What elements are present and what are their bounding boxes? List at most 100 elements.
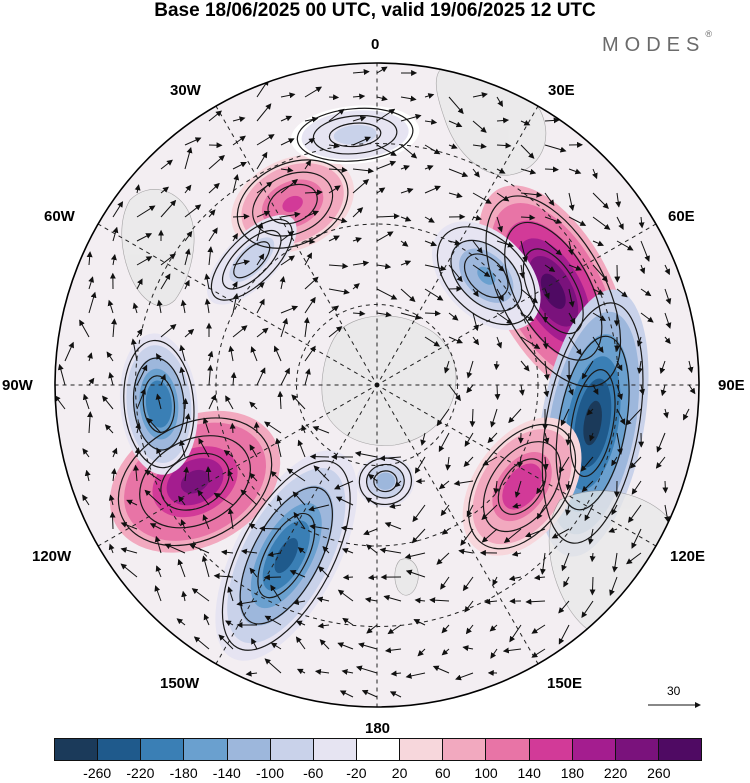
lon-label-30w: 30W [170,82,201,99]
wind-vector [376,108,396,122]
wind-vector [136,233,153,242]
wind-vector [232,325,248,338]
wind-vector [297,439,306,458]
wind-vector [520,288,539,304]
wind-vector [180,299,187,314]
wind-vector [481,504,498,521]
wind-vector [313,465,330,482]
wind-vector [207,246,214,266]
wind-vector [184,230,193,242]
wind-vector [208,394,217,410]
wind-vector [328,288,350,295]
wind-vector [335,496,354,506]
wind-vector [503,528,522,543]
wind-vector [132,302,139,314]
wind-vector [232,213,250,220]
wind-vector [662,480,669,494]
wind-vector [160,273,171,290]
wind-vector [663,408,669,419]
wind-vector [466,504,474,518]
wind-vector [376,288,398,300]
wind-vector [340,525,354,532]
wind-vector [111,318,118,338]
wind-vector [189,543,210,554]
wind-vector [472,92,488,99]
wind-vector [609,576,618,596]
wind-vector [130,338,138,362]
contour-line [541,302,644,544]
wind-vector [472,143,487,150]
wind-vector [664,264,670,276]
wind-vector [256,253,265,266]
wind-vector [184,413,191,434]
wind-vector [232,162,247,170]
wind-vector [352,260,370,267]
contour-line [210,218,293,301]
wind-vector [424,216,435,223]
wind-vector [249,401,258,410]
brand-logo: MODES® [602,29,712,57]
wind-vector [293,511,306,530]
colorbar-tick-label: 60 [435,765,451,781]
wind-vector [232,135,246,146]
wind-vector [400,216,412,222]
lon-label-180: 180 [365,720,391,737]
wind-vector [536,504,546,520]
anomaly-fill [380,476,391,486]
wind-vector [376,311,392,318]
wind-vector [543,360,550,381]
brand-mark: ® [705,29,712,40]
wind-vector [383,594,402,602]
wind-vector [611,504,618,516]
wind-vector [304,86,323,98]
wind-vector [445,456,452,471]
wind-vector [544,192,555,206]
map-title: Base 18/06/2025 00 UTC, valid 19/06/2025… [154,0,596,21]
lon-label-120e: 120E [670,548,706,565]
wind-vector [558,600,570,614]
wind-vector [183,466,190,482]
wind-vector [312,425,330,434]
wind-vector [494,384,501,401]
wind-vector [448,336,463,344]
wind-vector [520,168,537,175]
wind-vector [508,575,522,582]
wind-vector [448,264,463,283]
wind-vector [134,184,141,194]
wind-vector [659,360,666,375]
wind-vector [640,240,650,262]
wind-vector [179,366,186,386]
wind-vector [328,235,340,242]
wind-vector [249,567,258,578]
wind-vector [301,424,307,434]
wind-vector [660,384,667,397]
colorbar-swatch [657,739,702,760]
wind-vector [55,395,66,410]
wind-vector [79,319,90,338]
wind-vector [664,288,672,305]
wind-vector [297,547,306,554]
wind-vector [110,253,117,266]
wind-vector [400,187,414,194]
wind-vector [581,600,594,619]
wind-vector [568,168,582,175]
wind-vector [616,432,623,455]
wind-vector [309,523,330,530]
wind-vector [352,69,370,76]
wind-vector [144,469,162,482]
wind-vector [551,528,570,539]
lon-label-150e: 150E [547,675,583,692]
wind-vector [629,456,642,469]
wind-vector [249,472,258,482]
wind-vector [481,528,498,543]
wind-vector [319,639,330,650]
wind-vector [464,432,474,447]
wind-vector [154,585,162,602]
wind-vector [638,216,645,229]
wind-vector [220,549,234,556]
wind-vector [631,528,642,549]
wind-vector [472,214,482,221]
wind-vector [256,103,272,122]
wind-vector [155,393,162,410]
wind-vector [342,574,354,581]
